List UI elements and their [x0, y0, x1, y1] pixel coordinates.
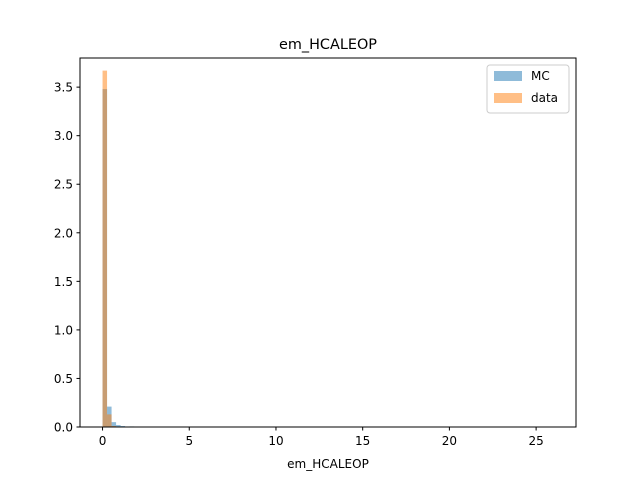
y-tick-label: 0.5: [54, 372, 73, 386]
y-tick-label: 3.0: [54, 129, 73, 143]
x-tick-label: 10: [268, 434, 283, 448]
plot-frame: [79, 57, 577, 428]
y-tick-label: 0.0: [54, 421, 73, 435]
y-tick-label: 2.0: [54, 226, 73, 240]
x-tick-label: 25: [528, 434, 543, 448]
y-tick-label: 3.5: [54, 81, 73, 95]
y-tick-label: 1.0: [54, 323, 73, 337]
y-tick-label: 1.5: [54, 275, 73, 289]
y-axis: 0.0 0.5 1.0 1.5 2.0 2.5 3.0 3.5: [54, 81, 80, 435]
legend-swatch-data: [494, 93, 522, 103]
bar-data-0: [102, 70, 108, 427]
x-tick-label: 15: [355, 434, 370, 448]
x-tick-label: 20: [442, 434, 457, 448]
legend-swatch-mc: [494, 71, 522, 81]
x-tick-label: 5: [185, 434, 193, 448]
legend: MC data: [486, 64, 570, 114]
legend-label-mc: MC: [531, 69, 550, 83]
legend-label-data: data: [531, 91, 558, 105]
bar-mc-3: [116, 425, 121, 427]
x-tick-label: 0: [99, 434, 107, 448]
chart-title: em_HCALEOP: [279, 37, 377, 53]
x-axis-label: em_HCALEOP: [287, 457, 369, 471]
bar-data-1: [107, 414, 112, 427]
y-tick-label: 2.5: [54, 178, 73, 192]
bar-mc-2: [111, 422, 117, 427]
x-axis: 0 5 10 15 20 25: [99, 427, 544, 448]
